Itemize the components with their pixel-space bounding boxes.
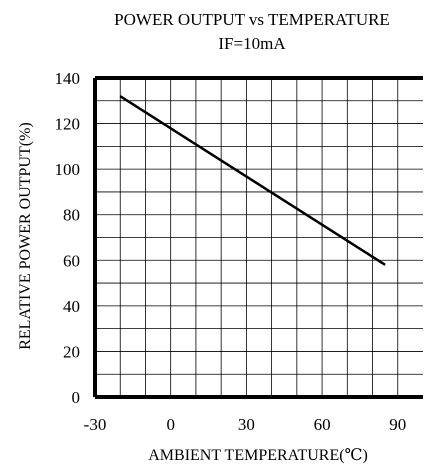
x-tick-label: 0 bbox=[166, 415, 175, 434]
y-tick-label: 20 bbox=[63, 342, 80, 361]
y-tick-label: 120 bbox=[55, 115, 81, 134]
grid bbox=[95, 78, 423, 397]
x-tick-labels: -30 0 30 60 90 bbox=[84, 415, 407, 434]
x-axis-label: AMBIENT TEMPERATURE(℃) bbox=[148, 447, 368, 464]
y-tick-label: 40 bbox=[63, 297, 80, 316]
x-tick-label: 30 bbox=[238, 415, 255, 434]
x-tick-label: 90 bbox=[389, 415, 406, 434]
plot-frame bbox=[93, 76, 423, 399]
series-group bbox=[119, 95, 386, 266]
y-tick-label: 60 bbox=[63, 251, 80, 270]
y-tick-label: 0 bbox=[72, 388, 81, 407]
y-tick-label: 140 bbox=[55, 69, 81, 88]
y-tick-labels: 0 20 40 60 80 100 120 140 bbox=[55, 69, 81, 407]
chart-subtitle: IF=10mA bbox=[218, 34, 286, 53]
y-tick-label: 100 bbox=[55, 160, 81, 179]
y-tick-label: 80 bbox=[63, 206, 80, 225]
x-tick-label: -30 bbox=[84, 415, 107, 434]
x-tick-label: 60 bbox=[314, 415, 331, 434]
chart-title: POWER OUTPUT vs TEMPERATURE bbox=[114, 10, 390, 29]
y-axis-label: RELATIVE POWER OUTPUT(%) bbox=[17, 122, 34, 350]
series-line bbox=[119, 95, 386, 266]
